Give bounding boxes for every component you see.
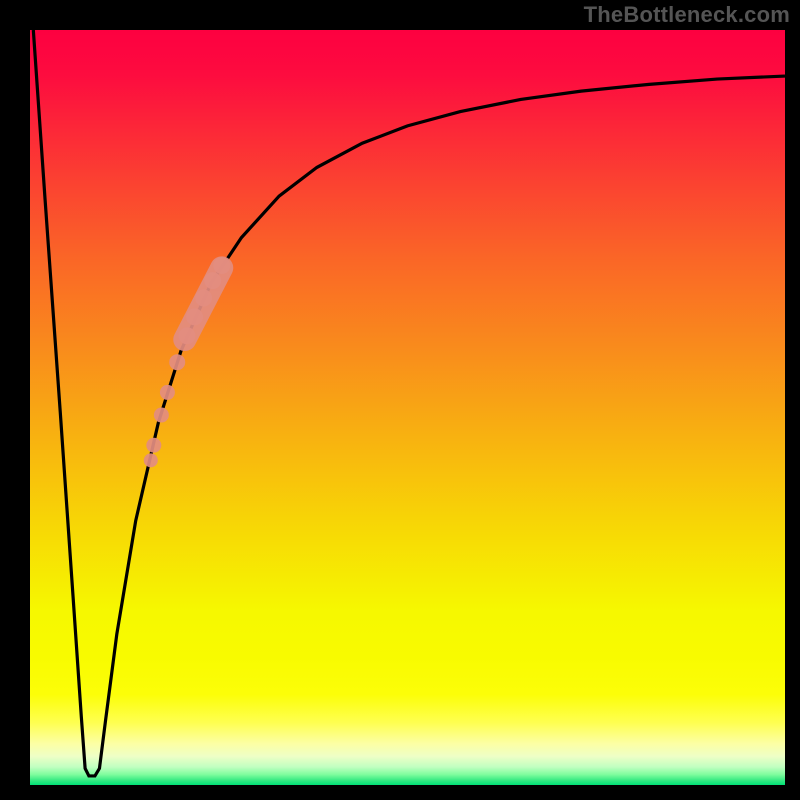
marker-point [144, 453, 158, 467]
marker-point [195, 290, 212, 307]
marker-point [154, 408, 169, 423]
marker-point [169, 354, 185, 370]
chart-stage: TheBottleneck.com [0, 0, 800, 800]
watermark-text: TheBottleneck.com [584, 2, 790, 28]
marker-point [213, 257, 230, 274]
marker-point [179, 327, 196, 344]
bottleneck-curve-chart [0, 0, 800, 800]
marker-point [160, 385, 175, 400]
marker-point [204, 272, 221, 289]
marker-point [186, 308, 203, 325]
marker-point [146, 438, 161, 453]
plot-background [30, 30, 785, 785]
